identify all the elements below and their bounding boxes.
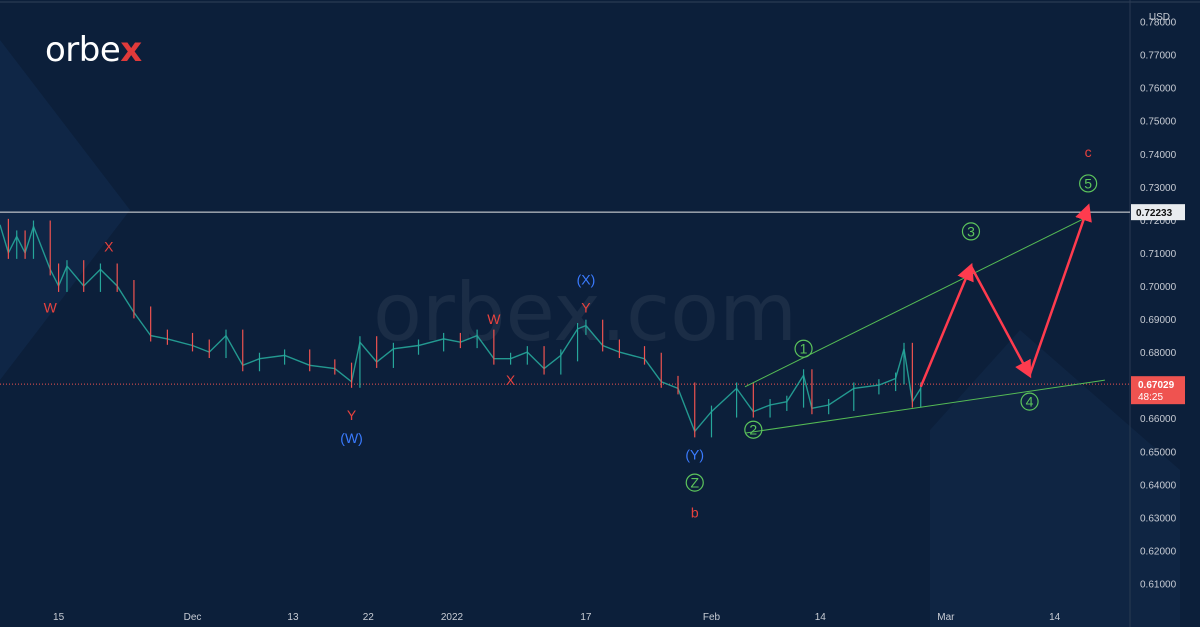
y-tick-label: 0.75000	[1140, 117, 1177, 128]
y-tick-label: 0.73000	[1140, 183, 1177, 194]
channel-lower-line	[744, 379, 1105, 434]
current-price-value: 0.67029	[1138, 380, 1175, 391]
projection-segment	[1028, 203, 1092, 376]
bg-chevron-left	[0, 40, 130, 380]
y-tick-label: 0.66000	[1140, 414, 1177, 425]
y-tick-label: 0.70000	[1140, 282, 1177, 293]
logo-accent: x	[120, 30, 142, 70]
logo-text: orbe	[45, 30, 121, 70]
wave-label: Y	[347, 407, 357, 423]
wave-label: 5	[1084, 175, 1092, 191]
wave-label: (X)	[577, 271, 596, 287]
x-tick-label: 14	[815, 612, 827, 623]
projection-segment	[969, 265, 1032, 379]
wave-label: X	[104, 238, 114, 254]
brand-logo: orbex	[45, 30, 142, 70]
x-tick-label: 13	[287, 612, 299, 623]
y-tick-label: 0.64000	[1140, 480, 1177, 491]
projection-segment	[919, 262, 974, 388]
wave-label: c	[1085, 144, 1092, 160]
wave-label: X	[506, 372, 516, 388]
wave-label: Z	[690, 475, 699, 491]
y-tick-label: 0.68000	[1140, 348, 1177, 359]
y-tick-label: 0.69000	[1140, 315, 1177, 326]
wave-label: 3	[967, 223, 975, 239]
wave-label: (W)	[340, 430, 363, 446]
wave-label-circle	[794, 339, 813, 358]
wave-label-circle	[744, 420, 763, 439]
x-tick-label: 15	[53, 612, 65, 623]
wave-label: W	[44, 299, 58, 315]
x-tick-label: 17	[580, 612, 592, 623]
wave-label-circle	[1020, 392, 1039, 411]
x-tick-label: Dec	[184, 612, 202, 623]
x-tick-label: 14	[1049, 612, 1061, 623]
x-tick-label: 2022	[441, 612, 464, 623]
bg-shape-right	[930, 330, 1180, 627]
wave-label: 1	[800, 341, 808, 357]
y-tick-label: 0.65000	[1140, 447, 1177, 458]
y-tick-label: 0.63000	[1140, 513, 1177, 524]
wave-label: (Y)	[685, 447, 704, 463]
y-tick-label: 0.61000	[1140, 579, 1177, 590]
y-tick-label: 0.78000	[1140, 18, 1177, 29]
x-tick-label: 22	[363, 612, 375, 623]
y-tick-label: 0.74000	[1140, 150, 1177, 161]
wave-label: 4	[1026, 394, 1034, 410]
wave-label: 2	[749, 422, 757, 438]
wave-label: b	[691, 504, 699, 520]
current-price-timer: 48:25	[1138, 392, 1163, 403]
wave-label-circle	[961, 222, 981, 241]
resistance-tag	[1131, 204, 1185, 221]
current-price-tag	[1131, 376, 1185, 405]
channel-upper-line	[744, 216, 1089, 388]
wave-label-circle	[1079, 174, 1098, 193]
resistance-value: 0.72233	[1136, 208, 1173, 219]
y-tick-label: 0.76000	[1140, 84, 1177, 95]
wave-label: W	[487, 311, 501, 327]
x-tick-label: Mar	[937, 612, 955, 623]
y-tick-label: 0.77000	[1140, 51, 1177, 62]
wave-label-circle	[685, 473, 704, 492]
y-tick-label: 0.72000	[1140, 216, 1177, 227]
wave-label: Y	[581, 299, 591, 315]
y-tick-label: 0.62000	[1140, 546, 1177, 557]
x-tick-label: Feb	[703, 612, 721, 623]
currency-label: USD	[1149, 12, 1170, 23]
y-tick-label: 0.71000	[1140, 249, 1177, 260]
